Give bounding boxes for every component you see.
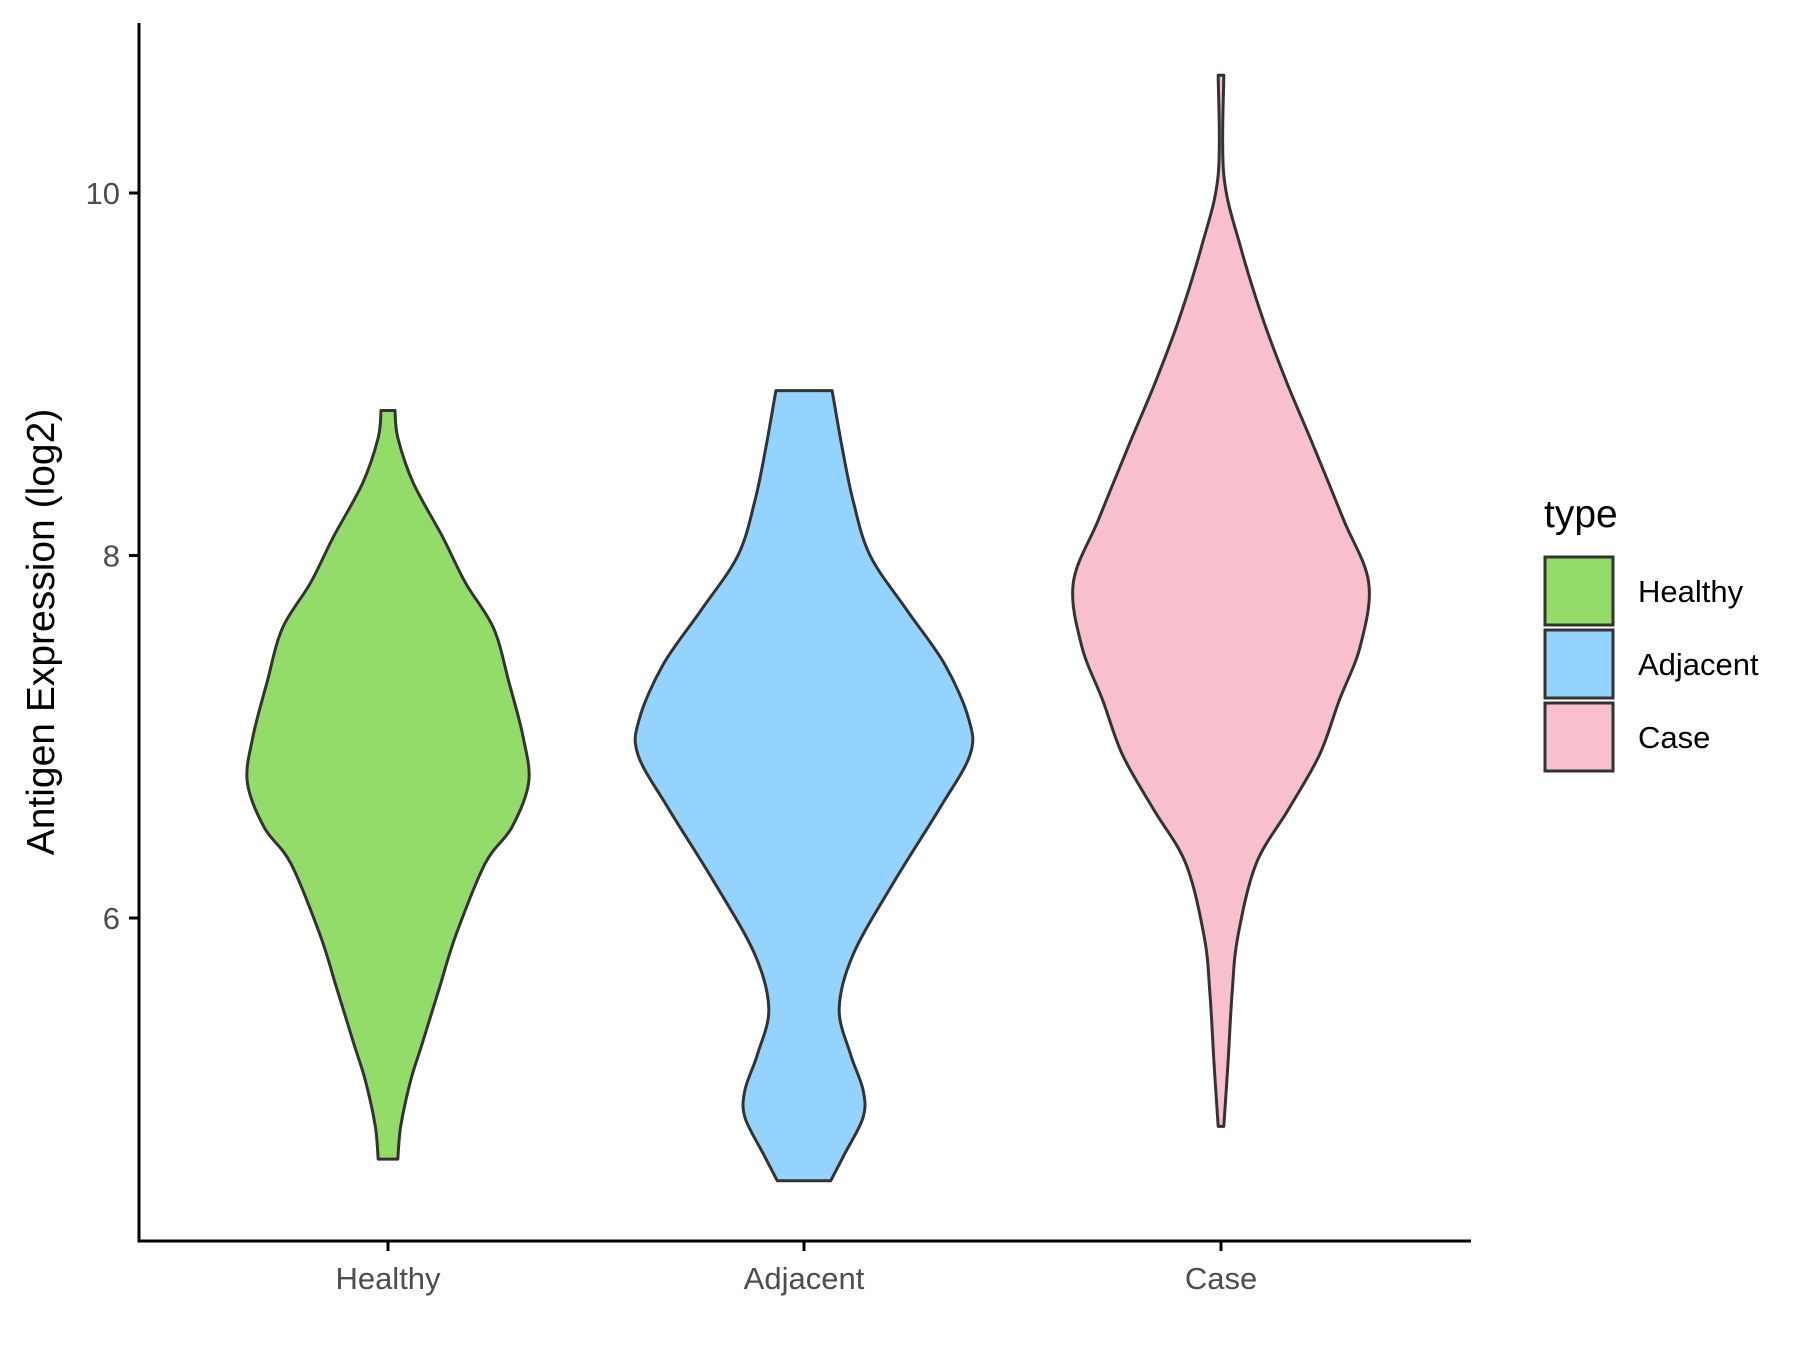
- y-ticks: 6 8 10: [86, 176, 139, 936]
- x-tick-label: Healthy: [335, 1261, 441, 1296]
- x-tick-label: Case: [1185, 1261, 1257, 1296]
- legend-label-healthy: Healthy: [1638, 574, 1744, 609]
- violin-adjacent: [633, 389, 975, 1183]
- y-tick-label: 6: [103, 901, 120, 936]
- legend-title: type: [1544, 493, 1618, 536]
- y-tick-label: 8: [103, 539, 120, 574]
- legend-swatch-adjacent: [1543, 628, 1615, 700]
- y-axis-title: Antigen Expression (log2): [20, 409, 63, 856]
- violin-case: [1071, 73, 1371, 1128]
- x-tick-label: Adjacent: [744, 1261, 865, 1296]
- legend-items: Healthy Adjacent Case: [1543, 555, 1759, 773]
- legend-swatch-healthy: [1543, 555, 1615, 627]
- x-ticks: Healthy Adjacent Case: [335, 1241, 1257, 1296]
- legend-label-adjacent: Adjacent: [1638, 647, 1759, 682]
- violin-layer: [245, 73, 1371, 1183]
- y-tick-label: 10: [86, 176, 120, 211]
- legend-swatch-case: [1543, 701, 1615, 773]
- legend-label-case: Case: [1638, 720, 1710, 755]
- legend: type Healthy Adjacent Case: [1543, 493, 1759, 773]
- violin-healthy: [245, 409, 531, 1161]
